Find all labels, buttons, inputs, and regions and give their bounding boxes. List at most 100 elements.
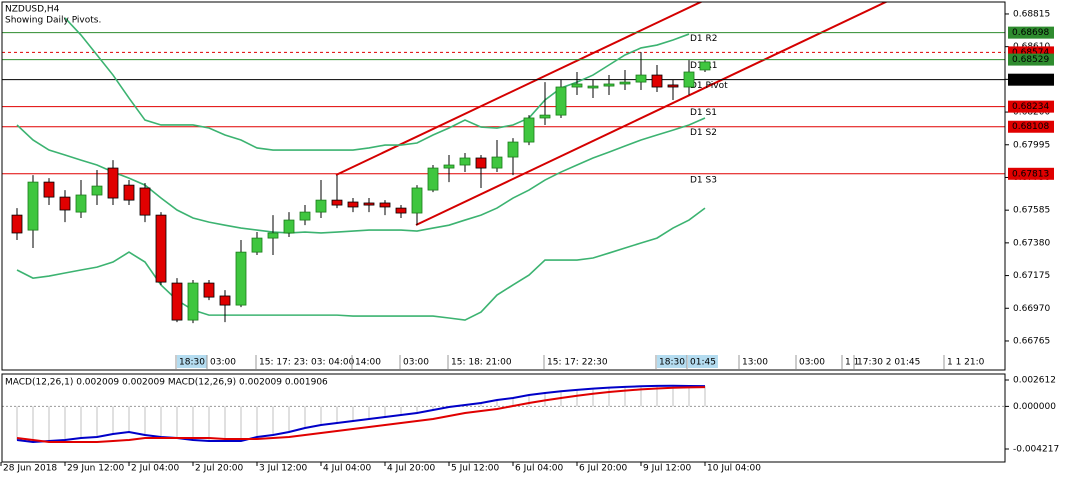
- x-tick-label: 4 Jul 20:00: [387, 464, 436, 474]
- x-tick-label: 10 Jul 04:00: [707, 464, 761, 474]
- main-frame: [1, 1, 1006, 371]
- macd-frame: [1, 373, 1006, 463]
- candle-body: [683, 71, 695, 88]
- candle-body: [187, 282, 199, 321]
- event-label: 03:00: [403, 358, 429, 368]
- candle-body: [475, 157, 487, 169]
- event-label: 13:00: [742, 358, 768, 368]
- axes: 0.688150.686100.684050.682000.679950.677…: [0, 9, 1059, 474]
- event-label: 01:45: [690, 358, 716, 368]
- x-tick-label: 29 Jun 12:00: [67, 464, 124, 474]
- candle-body: [459, 157, 471, 166]
- pivot-label: D1 S3: [690, 175, 717, 185]
- candle-body: [235, 251, 247, 306]
- candle-body: [411, 187, 423, 214]
- candle-body: [283, 219, 295, 234]
- pivot-label: D1 S1: [690, 108, 717, 118]
- candle-body: [363, 202, 375, 206]
- candle-body: [635, 74, 647, 83]
- candle-body: [603, 83, 615, 87]
- y-tick-label: 0.67585: [1013, 206, 1050, 216]
- candle-body: [91, 185, 103, 196]
- price-tag-label: 0.68403: [1012, 75, 1049, 85]
- y-tick-label: 0.67995: [1013, 140, 1050, 150]
- candle-body: [443, 164, 455, 169]
- candle-body: [555, 86, 567, 116]
- candle-body: [27, 181, 39, 231]
- x-tick-label: 9 Jul 12:00: [643, 464, 692, 474]
- candle-body: [203, 282, 215, 298]
- x-tick-label: 3 Jul 12:00: [259, 464, 308, 474]
- candle-body: [219, 295, 231, 306]
- price-tag-label: 0.68698: [1012, 28, 1049, 38]
- chart-title: NZDUSD,H4: [5, 5, 60, 15]
- trend-line: [415, 2, 889, 226]
- event-label: 1 1: [845, 358, 859, 368]
- pivot-label: D1 S2: [690, 128, 717, 138]
- event-label: 18:30: [659, 358, 685, 368]
- price-tag: [1008, 167, 1054, 180]
- candle-body: [667, 84, 679, 88]
- x-tick-label: 6 Jul 04:00: [515, 464, 564, 474]
- candle-body: [139, 187, 151, 216]
- candle-body: [619, 81, 631, 85]
- candle-body: [75, 194, 87, 213]
- y-tick-label: 0.66970: [1013, 304, 1050, 314]
- candle-body: [571, 83, 583, 88]
- event-highlight: [688, 355, 718, 368]
- macd-plot: [2, 384, 1005, 443]
- candle-body: [11, 214, 23, 234]
- event-label: 03:00: [210, 358, 236, 368]
- y-tick-label: -0.004217: [1013, 444, 1059, 454]
- candle-body: [123, 184, 135, 201]
- macd-title: MACD(12,26,1) 0.002009 0.002009 MACD(12,…: [5, 378, 328, 388]
- event-highlight: [657, 355, 687, 368]
- candle-body: [507, 141, 519, 158]
- y-tick-label: 0.66765: [1013, 336, 1050, 346]
- candle-body: [427, 167, 439, 191]
- y-tick-label: 0.67175: [1013, 271, 1050, 281]
- price-tag-label: 0.67813: [1012, 169, 1049, 179]
- series-line: [16, 207, 706, 321]
- event-label: 15: 17: 22:30: [547, 358, 608, 368]
- candle-body: [59, 196, 71, 211]
- price-tag-label: 0.68108: [1012, 122, 1049, 132]
- x-tick-label: 2 Jul 04:00: [131, 464, 180, 474]
- candle-body: [171, 282, 183, 321]
- series-line: [16, 386, 706, 443]
- x-tick-label: 5 Jul 12:00: [451, 464, 500, 474]
- price-tag: [1008, 120, 1054, 133]
- candle-body: [523, 117, 535, 143]
- event-label: 1 1 21:0: [947, 358, 985, 368]
- price-tag: [1008, 100, 1054, 113]
- x-tick-label: 6 Jul 20:00: [579, 464, 628, 474]
- candle-body: [587, 85, 599, 89]
- event-label: 14:00: [355, 358, 381, 368]
- event-label: 15: 17: 23: 03: 04:00: [259, 358, 355, 368]
- candle-body: [251, 237, 263, 253]
- event-label: 18:30: [179, 358, 205, 368]
- candle-body: [347, 201, 359, 208]
- pivot-label: D1 Pivot: [690, 81, 728, 91]
- price-tag: [1008, 53, 1054, 66]
- candle-body: [43, 181, 55, 198]
- candle-body: [651, 74, 663, 88]
- y-tick-label: 0.67380: [1013, 238, 1050, 248]
- candle-body: [107, 167, 119, 199]
- candle-body: [379, 202, 391, 208]
- event-label: 17:30 2 01:45: [857, 358, 920, 368]
- price-tag: [1008, 26, 1054, 39]
- series-line: [16, 117, 706, 234]
- event-label: 03:00: [799, 358, 825, 368]
- event-label: 15: 18: 21:00: [451, 358, 512, 368]
- candle-body: [331, 199, 343, 206]
- candle-body: [699, 61, 711, 71]
- series-line: [64, 17, 690, 151]
- price-tag-label: 0.68234: [1012, 102, 1049, 112]
- price-tag-label: 0.68529: [1012, 55, 1049, 65]
- x-tick-label: 28 Jun 2018: [3, 464, 57, 474]
- candle-body: [539, 114, 551, 119]
- y-tick-label: 0.002612: [1013, 376, 1056, 386]
- series-line: [16, 384, 706, 443]
